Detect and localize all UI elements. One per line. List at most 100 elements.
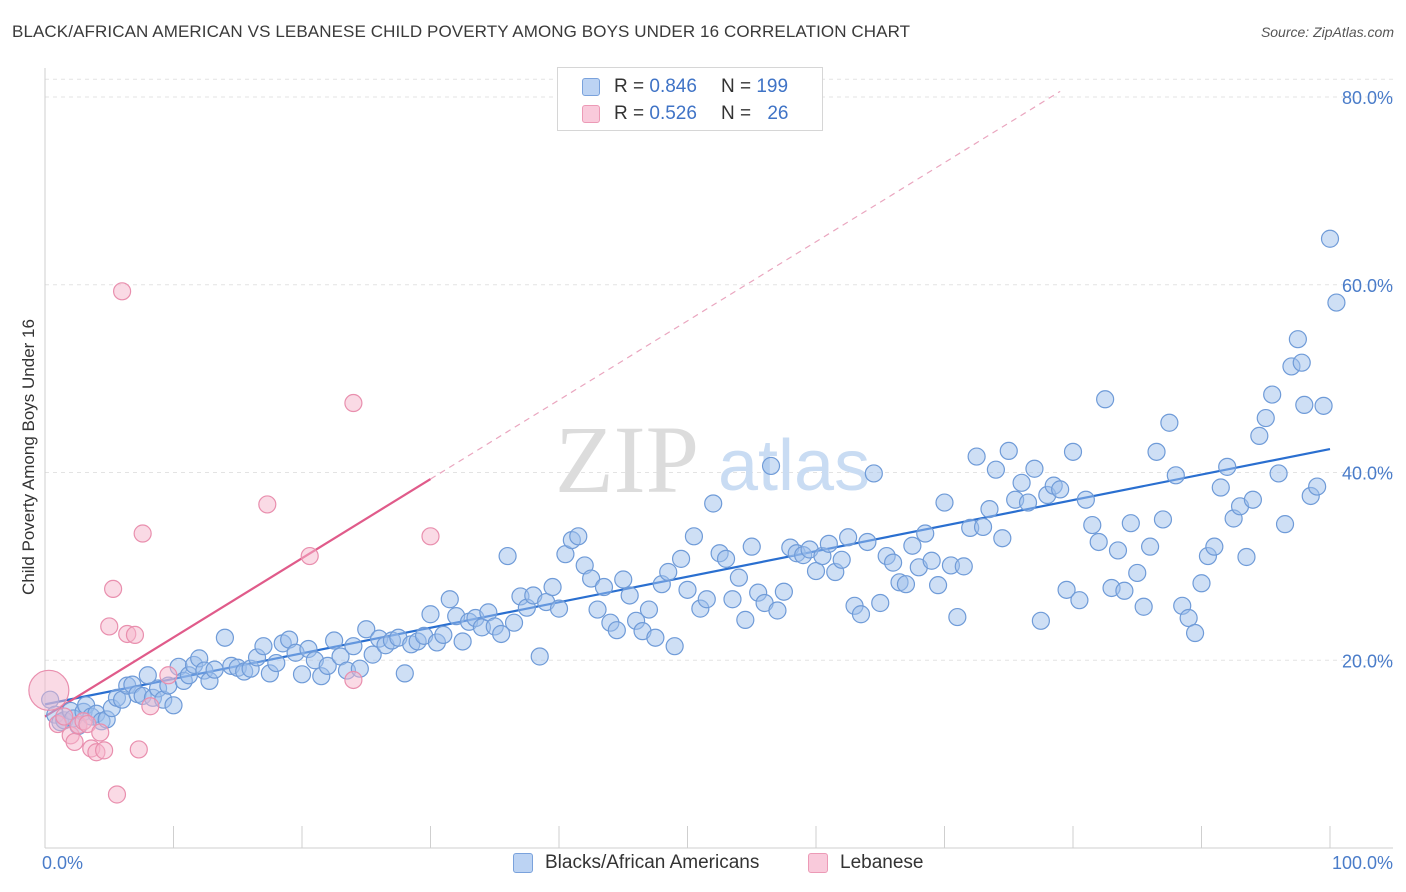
data-point-lebanese <box>344 393 363 413</box>
series-legend-swatch-blacks <box>513 853 533 873</box>
legend-r-label: R = <box>614 76 645 97</box>
data-point-blacks <box>1063 442 1083 461</box>
data-point-lebanese <box>421 527 440 546</box>
data-point-blacks <box>254 637 273 656</box>
data-point-blacks <box>671 549 691 568</box>
data-point-lebanese <box>141 697 160 716</box>
data-point-blacks <box>1089 532 1108 552</box>
data-point-blacks <box>639 600 659 619</box>
data-point-blacks <box>819 534 838 553</box>
data-point-blacks <box>1205 537 1224 556</box>
data-point-blacks <box>1308 477 1327 496</box>
y-tick-label: 80.0% <box>1342 88 1393 108</box>
data-point-blacks <box>588 600 607 619</box>
data-point-blacks <box>678 580 697 599</box>
data-point-blacks <box>1275 515 1295 534</box>
data-point-blacks <box>205 660 224 679</box>
data-point-blacks <box>1185 623 1205 643</box>
data-point-blacks <box>1153 510 1173 529</box>
data-point-blacks <box>716 549 736 568</box>
data-point-blacks <box>1263 385 1282 404</box>
x-tick-label: 100.0% <box>1332 853 1393 873</box>
y-axis-label: Child Poverty Among Boys Under 16 <box>19 319 38 595</box>
gridlines <box>45 78 1393 661</box>
data-point-blacks <box>357 620 376 639</box>
data-point-blacks <box>1250 426 1269 445</box>
data-point-lebanese <box>107 785 127 804</box>
data-point-lebanese <box>159 666 178 685</box>
data-point-lebanese <box>129 740 148 759</box>
data-point-blacks <box>594 577 614 597</box>
data-point-blacks <box>729 568 749 587</box>
data-point-blacks <box>569 527 588 546</box>
data-point-blacks <box>883 553 903 572</box>
data-point-blacks <box>659 562 678 582</box>
legend-r-value: 0.526 <box>649 103 697 124</box>
data-point-blacks <box>1179 608 1198 628</box>
data-point-blacks <box>1192 574 1211 593</box>
data-point-blacks <box>543 577 562 597</box>
data-point-lebanese <box>100 617 119 636</box>
data-point-blacks <box>864 464 883 483</box>
data-point-lebanese <box>344 670 363 690</box>
data-point-blacks <box>832 550 851 569</box>
data-point-lebanese <box>55 707 74 726</box>
data-point-blacks <box>530 647 549 666</box>
data-point-blacks <box>1051 480 1070 499</box>
data-point-blacks <box>723 590 742 609</box>
data-point-lebanese <box>112 282 132 301</box>
chart-title: BLACK/AFRICAN AMERICAN VS LEBANESE CHILD… <box>12 22 911 41</box>
data-point-blacks <box>954 557 973 576</box>
data-point-blacks <box>896 575 916 594</box>
data-point-blacks <box>1211 478 1230 497</box>
data-point-blacks <box>1256 408 1275 428</box>
x-tick-label: 0.0% <box>42 853 83 873</box>
legend-n-value: 26 <box>767 103 789 124</box>
series-legend-swatch-lebanese <box>808 853 828 873</box>
data-point-blacks <box>318 656 337 675</box>
legend-n-label: N = <box>720 103 752 124</box>
trend-lines <box>44 90 1331 718</box>
data-point-blacks <box>1096 390 1115 409</box>
legend-swatch-blacks <box>582 78 600 96</box>
data-point-blacks <box>395 664 414 683</box>
axes <box>44 68 1393 849</box>
data-point-blacks <box>549 599 569 618</box>
data-point-blacks <box>363 645 382 664</box>
legend-r-value: 0.846 <box>649 76 697 97</box>
data-point-blacks <box>806 561 826 581</box>
data-point-blacks <box>980 500 999 519</box>
data-point-blacks <box>434 625 453 645</box>
data-point-blacks <box>1018 493 1038 512</box>
data-point-lebanese <box>133 524 152 543</box>
data-point-blacks <box>498 546 517 566</box>
tick-labels: 20.0% 40.0% 60.0% 80.0% 0.0% 100.0% <box>42 88 1393 873</box>
data-point-blacks <box>1314 396 1333 415</box>
data-point-blacks <box>1292 353 1311 372</box>
data-point-blacks <box>704 494 723 513</box>
y-tick-label: 40.0% <box>1342 464 1393 484</box>
data-point-blacks <box>665 637 684 656</box>
series-legend-label-blacks: Blacks/African Americans <box>545 852 760 873</box>
data-point-lebanese <box>91 723 110 742</box>
data-point-blacks <box>1269 464 1288 483</box>
data-point-blacks <box>999 441 1018 461</box>
data-point-blacks <box>1134 597 1153 616</box>
data-point-blacks <box>935 493 954 512</box>
data-point-blacks <box>697 590 716 609</box>
legend-r-label: R = <box>614 103 645 124</box>
series-blacks-points <box>41 229 1346 736</box>
y-tick-label: 20.0% <box>1342 651 1393 671</box>
data-point-blacks <box>986 460 1006 479</box>
data-point-blacks <box>967 447 986 466</box>
data-point-blacks <box>1218 457 1237 476</box>
data-point-blacks <box>292 665 312 684</box>
data-point-blacks <box>871 593 890 613</box>
data-point-blacks <box>742 537 761 556</box>
data-point-blacks <box>492 624 511 644</box>
data-point-blacks <box>620 586 639 605</box>
legend-row-lebanese: R = 0.526 N = 26 <box>582 101 788 127</box>
data-point-blacks <box>1083 515 1102 535</box>
data-point-blacks <box>1320 229 1340 248</box>
